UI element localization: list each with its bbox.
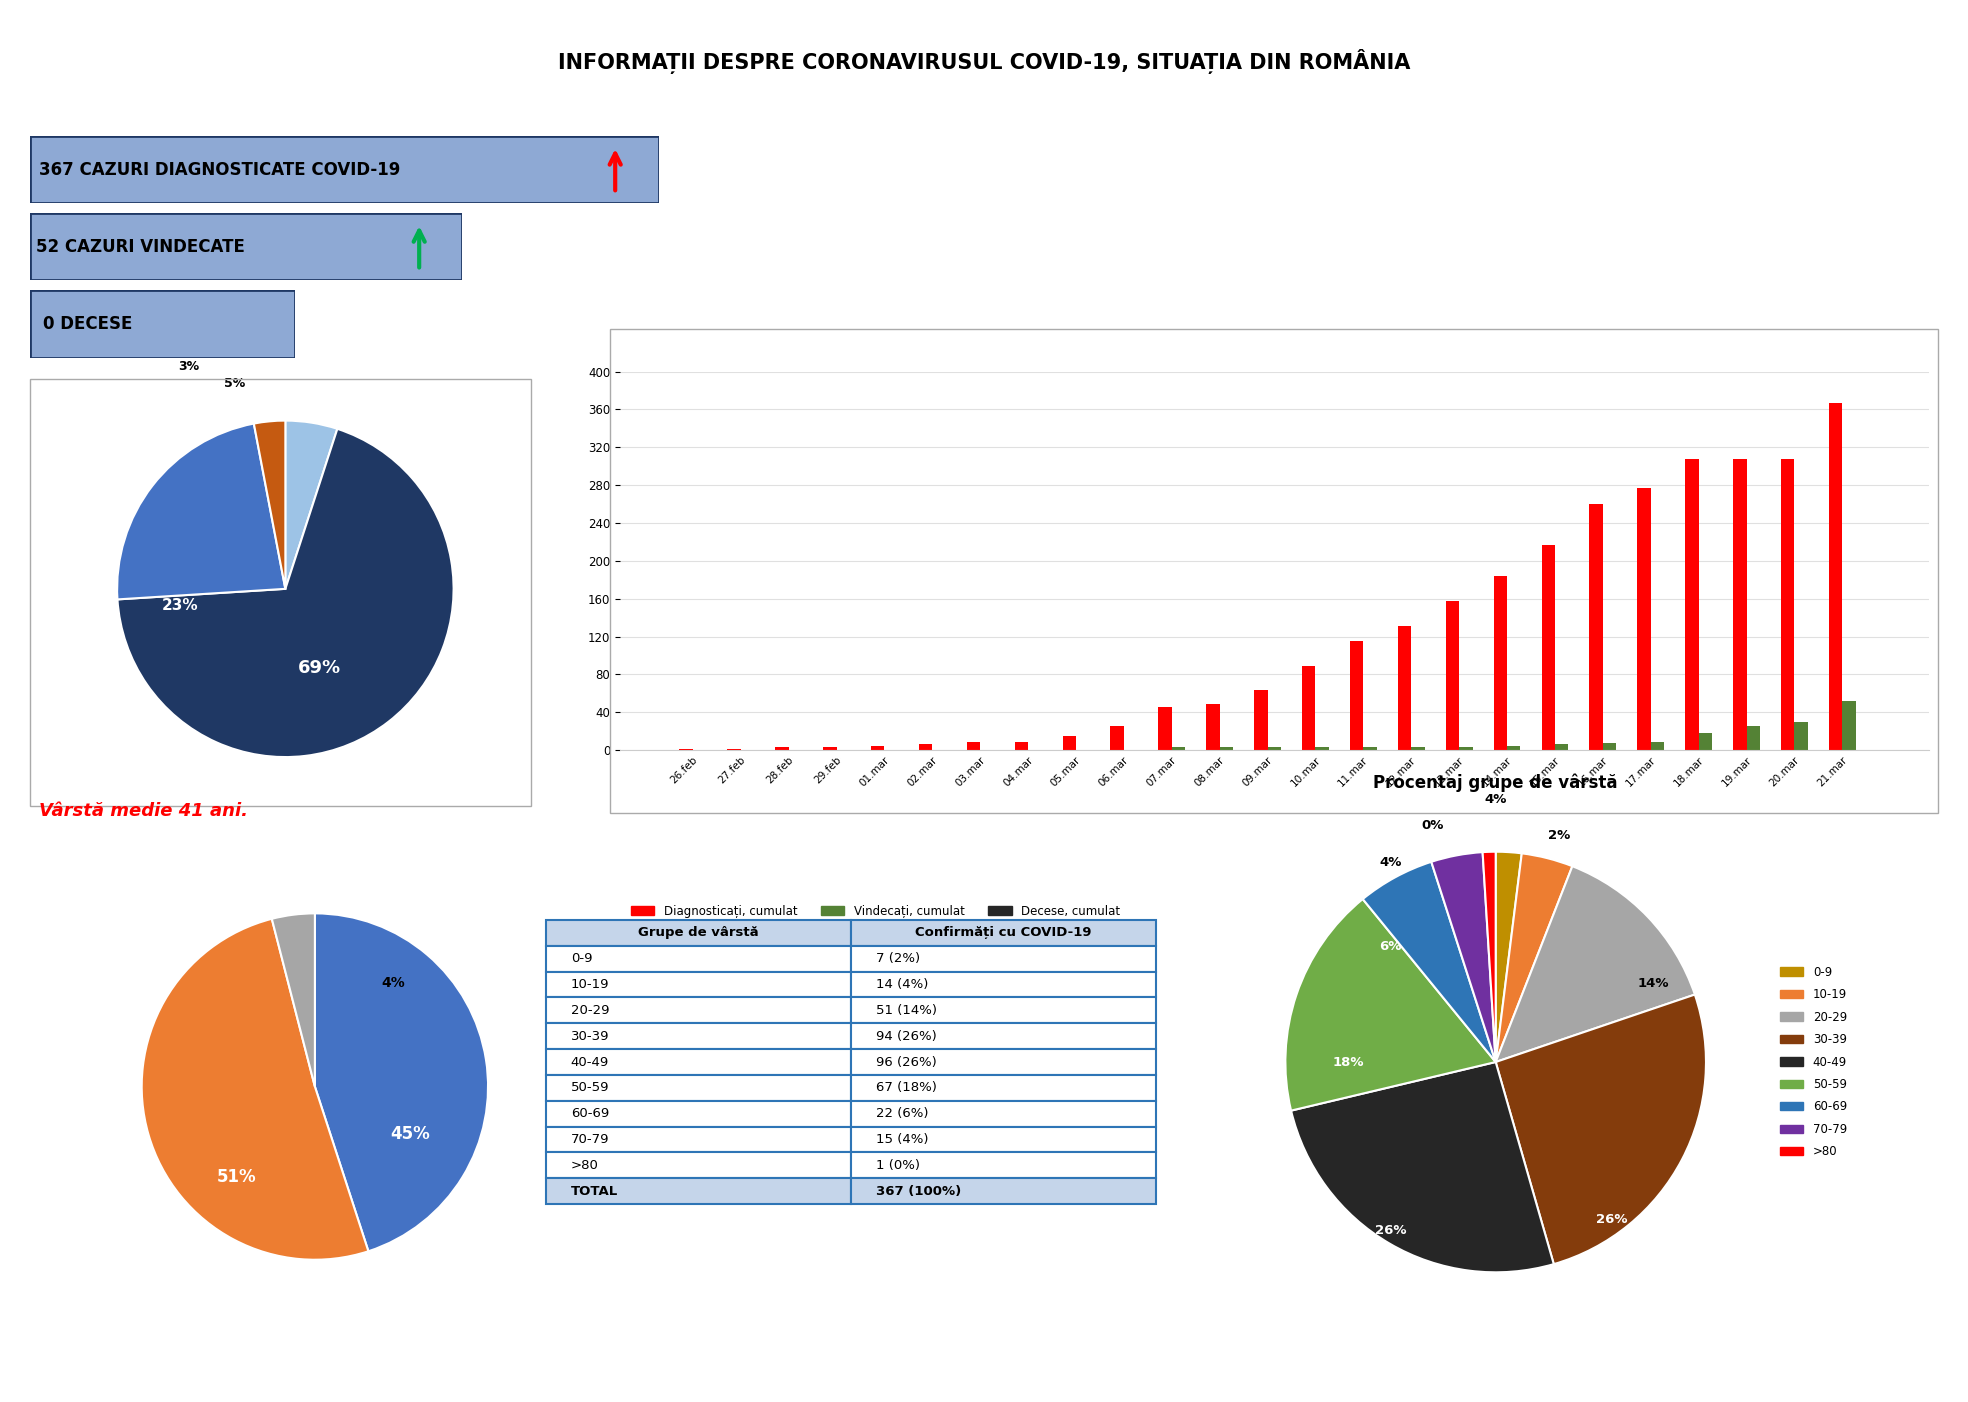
Text: 45%: 45% (390, 1124, 429, 1143)
Bar (1171, 747, 1185, 750)
Wedge shape (1496, 854, 1572, 1063)
Text: 3%: 3% (177, 360, 199, 373)
Text: 26%: 26% (1596, 1213, 1628, 1227)
Bar (1411, 747, 1425, 750)
Text: 69%: 69% (297, 659, 340, 677)
Wedge shape (1496, 866, 1694, 1063)
Text: 367 CAZURI DIAGNOSTICATE COVID-19: 367 CAZURI DIAGNOSTICATE COVID-19 (39, 161, 405, 178)
Text: 51%: 51% (216, 1168, 256, 1186)
Bar (1602, 743, 1616, 750)
Bar (1685, 458, 1698, 750)
Wedge shape (1291, 1063, 1555, 1272)
Bar (1063, 736, 1076, 750)
Wedge shape (272, 913, 315, 1087)
Wedge shape (1482, 851, 1496, 1063)
Bar (1303, 666, 1315, 750)
Bar (1110, 726, 1124, 750)
Wedge shape (1496, 994, 1706, 1265)
Bar (823, 747, 836, 750)
Text: 23%: 23% (161, 597, 199, 613)
Wedge shape (285, 421, 337, 589)
Bar (1555, 744, 1568, 750)
Bar (775, 747, 789, 750)
Title: Procentaj grupe de vârstă: Procentaj grupe de vârstă (1374, 774, 1618, 792)
Bar (1220, 747, 1234, 750)
Bar (1734, 458, 1746, 750)
Text: 4%: 4% (1484, 792, 1507, 806)
Bar (1795, 722, 1809, 750)
Bar (1446, 600, 1458, 750)
Bar (1315, 747, 1328, 750)
Bar (872, 746, 884, 750)
Bar (966, 742, 980, 750)
Bar (1590, 503, 1602, 750)
Wedge shape (1285, 899, 1496, 1110)
Bar (1507, 746, 1521, 750)
Text: 4%: 4% (1380, 855, 1401, 869)
FancyBboxPatch shape (30, 213, 462, 280)
Bar (1364, 747, 1378, 750)
Wedge shape (254, 421, 285, 589)
Wedge shape (1496, 851, 1521, 1063)
Legend: 0-9, 10-19, 20-29, 30-39, 40-49, 50-59, 60-69, 70-79, >80: 0-9, 10-19, 20-29, 30-39, 40-49, 50-59, … (1775, 960, 1852, 1164)
Bar (1842, 701, 1856, 750)
Text: 6%: 6% (1380, 939, 1401, 953)
Text: 0%: 0% (1421, 819, 1445, 831)
FancyBboxPatch shape (30, 136, 659, 203)
Bar (1015, 742, 1027, 750)
Bar (1541, 545, 1555, 750)
Wedge shape (118, 429, 453, 757)
Text: 4%: 4% (382, 976, 405, 990)
Wedge shape (118, 423, 285, 600)
Bar (1828, 402, 1842, 750)
Text: 26%: 26% (1376, 1224, 1407, 1237)
Bar (1781, 458, 1795, 750)
Bar (1698, 733, 1712, 750)
Bar (919, 744, 933, 750)
Bar (1159, 708, 1171, 750)
Bar (1458, 747, 1472, 750)
Bar (1267, 747, 1281, 750)
Legend: Diagnosticați, cumulat, Vindecați, cumulat, Decese, cumulat: Diagnosticați, cumulat, Vindecați, cumul… (626, 900, 1126, 923)
Bar (1206, 704, 1220, 750)
Text: 52 CAZURI VINDECATE: 52 CAZURI VINDECATE (35, 238, 250, 255)
Bar (1651, 742, 1665, 750)
Text: 0 DECESE: 0 DECESE (43, 315, 132, 332)
Text: 5%: 5% (224, 377, 246, 390)
Text: INFORMAȚII DESPRE CORONAVIRUSUL COVID-19, SITUAȚIA DIN ROMÂNIA: INFORMAȚII DESPRE CORONAVIRUSUL COVID-19… (557, 49, 1411, 74)
Bar (1350, 641, 1364, 750)
Text: 2%: 2% (1547, 830, 1570, 843)
Bar (1254, 690, 1267, 750)
Bar (1494, 576, 1507, 750)
Text: 14%: 14% (1637, 977, 1669, 990)
Wedge shape (142, 918, 368, 1260)
Wedge shape (1431, 852, 1496, 1063)
Bar (1637, 488, 1651, 750)
FancyBboxPatch shape (30, 290, 295, 358)
Bar (1746, 726, 1759, 750)
Text: Vârstă medie 41 ani.: Vârstă medie 41 ani. (39, 802, 248, 820)
Wedge shape (1362, 862, 1496, 1063)
Bar (1397, 627, 1411, 750)
Wedge shape (315, 913, 488, 1251)
Text: 18%: 18% (1332, 1056, 1364, 1068)
